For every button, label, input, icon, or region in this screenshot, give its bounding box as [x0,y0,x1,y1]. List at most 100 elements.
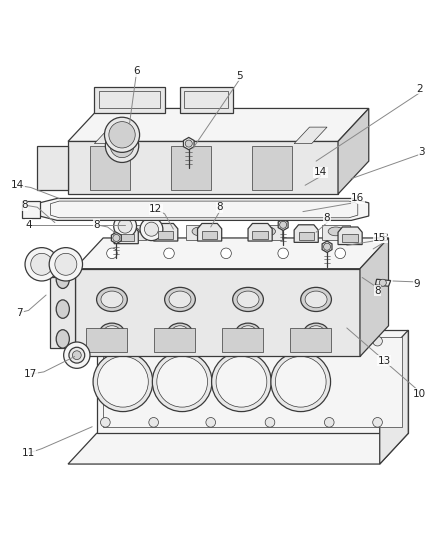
Polygon shape [374,279,390,286]
Ellipse shape [236,323,260,341]
Polygon shape [293,225,318,243]
Polygon shape [153,328,195,352]
Circle shape [163,248,174,259]
Polygon shape [359,238,388,357]
Circle shape [334,248,345,259]
Ellipse shape [237,291,258,308]
Polygon shape [50,278,74,348]
Circle shape [279,221,286,228]
Polygon shape [118,233,134,241]
Polygon shape [158,231,173,239]
Polygon shape [289,328,331,352]
Ellipse shape [100,323,124,341]
Polygon shape [85,328,127,352]
Text: 8: 8 [380,233,387,243]
Circle shape [324,336,333,346]
Circle shape [265,417,274,427]
Circle shape [97,357,148,407]
Polygon shape [321,225,349,240]
Circle shape [144,222,158,236]
Text: 17: 17 [24,369,37,379]
Ellipse shape [96,287,127,311]
Ellipse shape [103,326,120,338]
Circle shape [100,336,110,346]
Circle shape [211,352,271,411]
Circle shape [220,248,231,259]
Circle shape [270,352,330,411]
Polygon shape [201,231,217,239]
Circle shape [152,352,212,411]
Circle shape [156,357,207,407]
Ellipse shape [101,291,123,308]
Polygon shape [247,223,272,241]
Circle shape [31,253,53,275]
Polygon shape [171,146,210,190]
Polygon shape [103,337,401,427]
Text: 9: 9 [413,279,420,289]
Circle shape [93,352,152,411]
Polygon shape [74,269,359,357]
Circle shape [378,279,385,286]
Polygon shape [184,91,228,108]
Ellipse shape [303,323,327,341]
Ellipse shape [124,227,139,236]
Polygon shape [337,227,361,245]
Circle shape [113,235,120,241]
Circle shape [148,336,158,346]
Ellipse shape [164,287,195,311]
Ellipse shape [328,227,343,236]
Ellipse shape [171,326,188,338]
Polygon shape [117,225,145,240]
Circle shape [104,117,139,152]
Circle shape [205,336,215,346]
Ellipse shape [239,326,256,338]
Polygon shape [379,330,407,464]
Polygon shape [50,201,357,218]
Ellipse shape [56,300,69,318]
Circle shape [72,351,81,360]
Polygon shape [90,146,129,190]
Text: 12: 12 [149,205,162,214]
Circle shape [110,134,134,158]
Polygon shape [68,108,368,141]
Text: 7: 7 [16,308,23,318]
Ellipse shape [307,326,324,338]
Polygon shape [321,241,331,253]
Circle shape [324,417,333,427]
Text: 3: 3 [417,147,424,157]
Polygon shape [99,91,160,108]
Polygon shape [293,127,326,143]
Circle shape [185,140,192,147]
Polygon shape [185,225,213,240]
Circle shape [215,357,266,407]
Ellipse shape [167,323,191,341]
Polygon shape [68,433,407,464]
Ellipse shape [304,291,326,308]
Polygon shape [197,223,221,241]
Polygon shape [114,226,138,244]
Circle shape [140,218,162,240]
Text: 5: 5 [235,70,242,80]
Polygon shape [94,127,127,143]
Ellipse shape [260,227,275,236]
Polygon shape [22,200,39,218]
Text: 16: 16 [350,193,364,204]
Circle shape [277,248,288,259]
Polygon shape [183,138,194,150]
Text: 14: 14 [313,167,326,177]
Ellipse shape [300,287,331,311]
Ellipse shape [192,227,207,236]
Polygon shape [37,146,68,190]
Circle shape [265,336,274,346]
Polygon shape [153,223,177,241]
Text: 4: 4 [25,220,32,230]
Ellipse shape [169,291,191,308]
Polygon shape [337,108,368,194]
Circle shape [49,248,82,281]
Polygon shape [39,257,68,272]
Text: 14: 14 [11,180,24,190]
Circle shape [275,357,325,407]
Polygon shape [342,235,357,243]
Polygon shape [111,232,121,244]
Ellipse shape [56,270,69,288]
